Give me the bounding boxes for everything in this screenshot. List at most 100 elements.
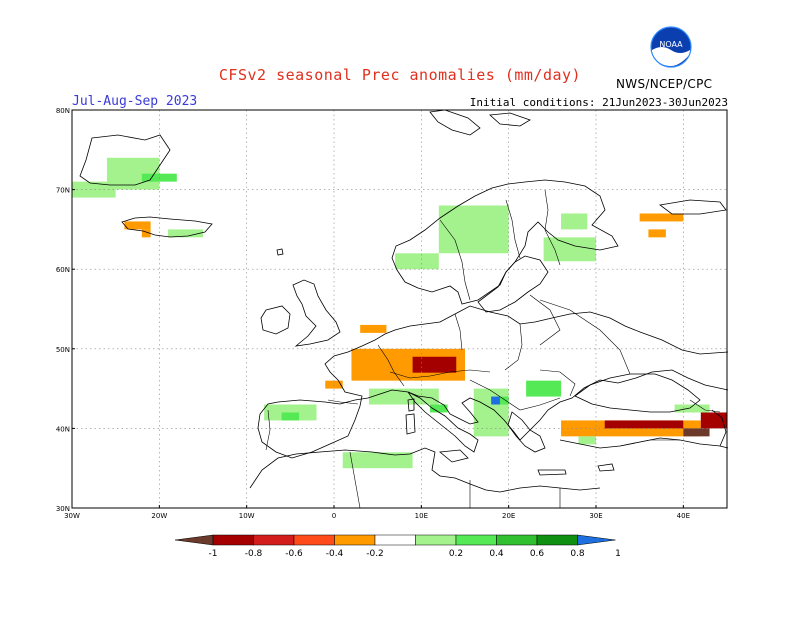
legend-tick-label: 0.6 bbox=[530, 549, 545, 559]
legend-tick-label: -0.4 bbox=[326, 549, 344, 559]
border-spain-france bbox=[327, 399, 359, 405]
legend-tick-label: 1 bbox=[615, 549, 621, 559]
anomaly-cell bbox=[412, 356, 457, 373]
legend-swatch bbox=[253, 534, 295, 546]
anomaly-cell bbox=[342, 452, 413, 469]
longitude-tick-label: 10W bbox=[239, 512, 255, 520]
legend-swatch bbox=[293, 534, 335, 546]
border-caucasus bbox=[689, 399, 721, 413]
great-britain-coast bbox=[292, 279, 341, 347]
corsica-coast bbox=[407, 398, 415, 412]
legend-arrow-high bbox=[577, 534, 616, 546]
agency-label: NWS/NCEP/CPC bbox=[616, 77, 713, 91]
north-africa-coast bbox=[249, 447, 601, 493]
sardinia-coast bbox=[405, 413, 416, 435]
anomaly-cell bbox=[395, 253, 439, 270]
anomaly-cell bbox=[430, 404, 448, 413]
legend-swatch bbox=[374, 534, 416, 546]
legend-tick-label: -0.8 bbox=[245, 549, 263, 559]
legend-arrow-low bbox=[174, 534, 214, 546]
legend-swatch bbox=[415, 534, 457, 546]
legend-swatch bbox=[334, 534, 376, 546]
border-norway-sweden bbox=[439, 219, 471, 301]
anomaly-cell bbox=[264, 404, 317, 421]
season-label: Jul-Aug-Sep 2023 bbox=[72, 94, 198, 109]
longitude-tick-label: 10E bbox=[415, 512, 428, 520]
baltic-sea-coast bbox=[477, 255, 549, 313]
country-borders bbox=[265, 189, 721, 509]
svg-text:NOAA: NOAA bbox=[659, 40, 683, 49]
anomaly-cell bbox=[438, 205, 509, 254]
anomaly-cell bbox=[281, 412, 300, 421]
cyprus-coast bbox=[597, 463, 615, 472]
latitude-tick-label: 70N bbox=[56, 187, 70, 195]
anomaly-cell bbox=[526, 380, 562, 397]
anomaly-cell bbox=[578, 436, 596, 445]
border-balkans bbox=[469, 379, 561, 411]
greece-coast bbox=[507, 411, 546, 453]
legend-bar bbox=[174, 534, 616, 546]
border-north-africa bbox=[349, 451, 361, 509]
legend-tick-label: -1 bbox=[209, 549, 218, 559]
border-germany-poland bbox=[454, 313, 463, 351]
legend-tick-label: -0.6 bbox=[285, 549, 303, 559]
anomaly-cell bbox=[72, 181, 116, 198]
anomaly-cell bbox=[368, 388, 439, 405]
border-france-germany bbox=[377, 344, 405, 387]
anomaly-cell bbox=[491, 396, 500, 405]
anomaly-cell bbox=[604, 420, 684, 429]
svalbard-coast bbox=[429, 109, 481, 136]
anomaly-cell bbox=[168, 229, 203, 238]
coastlines bbox=[79, 109, 729, 493]
svalbard-coast-east bbox=[489, 112, 531, 127]
latitude-tick-label: 60N bbox=[56, 266, 70, 274]
legend-swatch bbox=[455, 534, 497, 546]
legend-labels: -1 -0.8 -0.6 -0.4 -0.2 0.2 0.4 0.6 0.8 1 bbox=[209, 549, 621, 559]
longitude-tick-label: 20W bbox=[151, 512, 167, 520]
map-frame bbox=[71, 109, 728, 509]
anomaly-cell bbox=[141, 229, 151, 238]
italy-coast bbox=[407, 391, 479, 453]
latitude-tick-label: 40N bbox=[56, 425, 70, 433]
legend-tick-label: 0.2 bbox=[449, 549, 463, 559]
anomaly-cell bbox=[360, 324, 387, 333]
legend-swatch bbox=[496, 534, 538, 546]
border-finland-russia bbox=[544, 189, 561, 266]
legend-tick-label: 0.8 bbox=[570, 549, 585, 559]
border-ukraine-russia bbox=[539, 299, 631, 375]
border-belarus bbox=[529, 294, 561, 346]
longitude-tick-label: 20E bbox=[502, 512, 515, 520]
border-romania bbox=[539, 369, 576, 397]
anomaly-cell bbox=[561, 213, 588, 230]
sicily-coast bbox=[439, 449, 469, 463]
anomaly-cell bbox=[674, 404, 710, 413]
border-spain-portugal bbox=[265, 409, 271, 451]
axis-tick-labels: 30N 40N 50N 60N 70N 80N 30W 20W 10W 0 10E 20E 30E 40E bbox=[56, 107, 690, 520]
longitude-tick-label: 0 bbox=[332, 512, 336, 520]
legend-tick-label: -0.2 bbox=[366, 549, 384, 559]
legend-tick-label: 0.4 bbox=[489, 549, 504, 559]
noaa-logo-icon: NOAA bbox=[650, 26, 692, 68]
anomaly-cell bbox=[639, 213, 684, 222]
border-turkey-syria bbox=[619, 439, 680, 447]
faroe-islands bbox=[276, 248, 284, 256]
ireland-coast bbox=[260, 305, 291, 335]
latitude-tick-label: 30N bbox=[56, 505, 70, 513]
longitude-tick-label: 30E bbox=[589, 512, 602, 520]
iceland-coast bbox=[121, 216, 213, 238]
caspian-coast bbox=[711, 409, 727, 447]
chart-title: CFSv2 seasonal Prec anomalies (mm/day) bbox=[218, 66, 582, 84]
anomaly-shading bbox=[72, 157, 727, 469]
border-poland-east bbox=[504, 323, 523, 371]
longitude-tick-label: 30W bbox=[64, 512, 80, 520]
scandinavia-coast bbox=[391, 179, 619, 305]
greenland-coast bbox=[79, 134, 171, 186]
graticule-grid bbox=[72, 110, 727, 508]
novaya-zemlya-coast bbox=[659, 199, 727, 215]
black-sea-coast bbox=[574, 373, 701, 413]
anomaly-cell bbox=[683, 428, 710, 437]
border-sweden-finland bbox=[505, 199, 521, 259]
latitude-tick-label: 50N bbox=[56, 346, 70, 354]
